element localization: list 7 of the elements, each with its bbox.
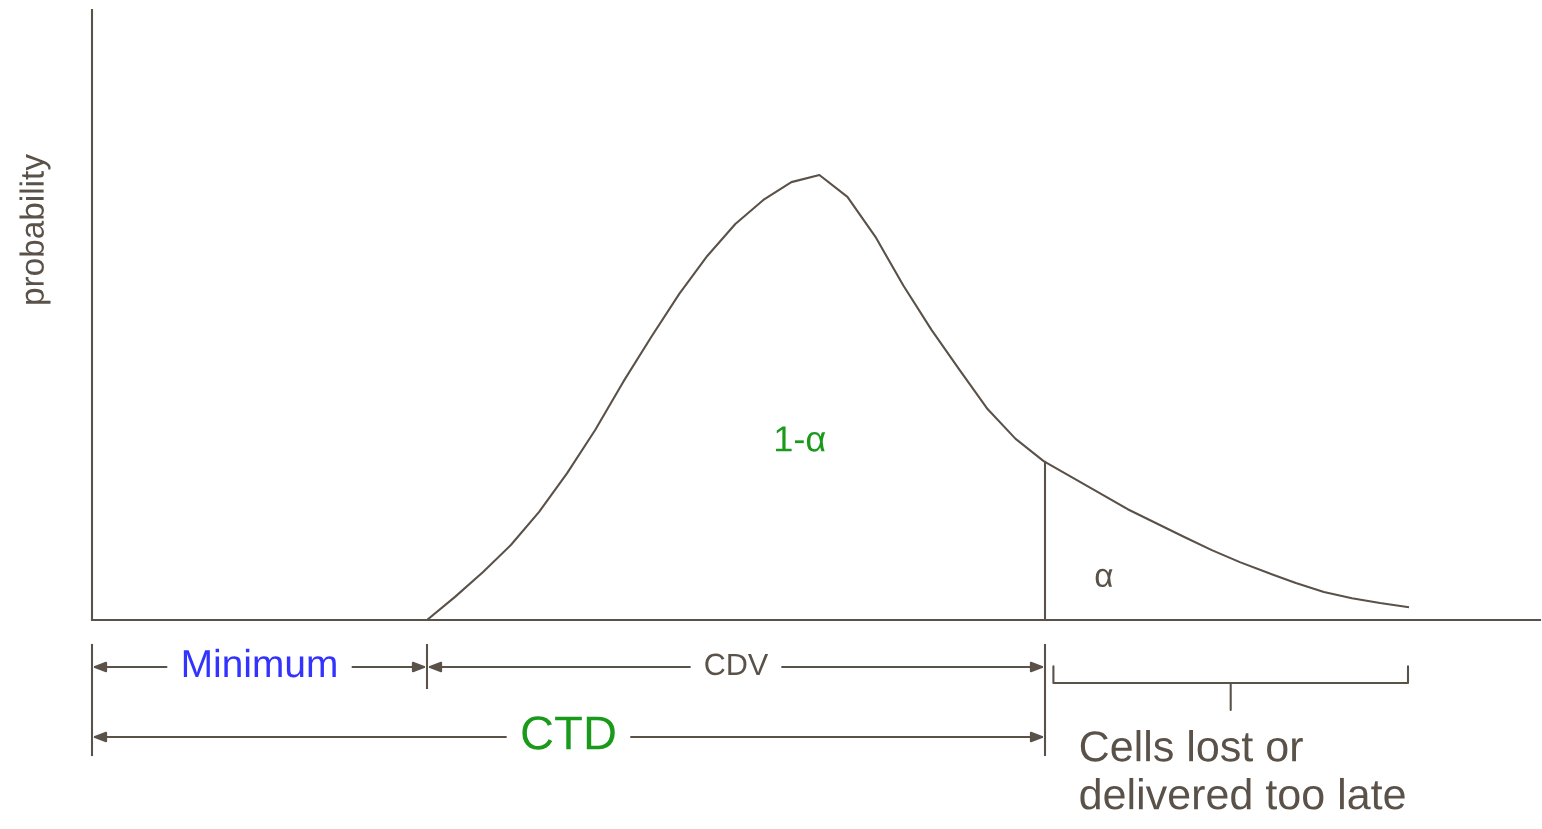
annotation: α (1095, 568, 1113, 588)
text: probability (19, 154, 51, 304)
text: Cells lost or delivered too late (1080, 730, 1405, 810)
annotation: 1-α (776, 426, 826, 452)
text: CTD (522, 716, 615, 750)
text: Minimum (183, 648, 336, 678)
text: CDV (705, 653, 769, 676)
